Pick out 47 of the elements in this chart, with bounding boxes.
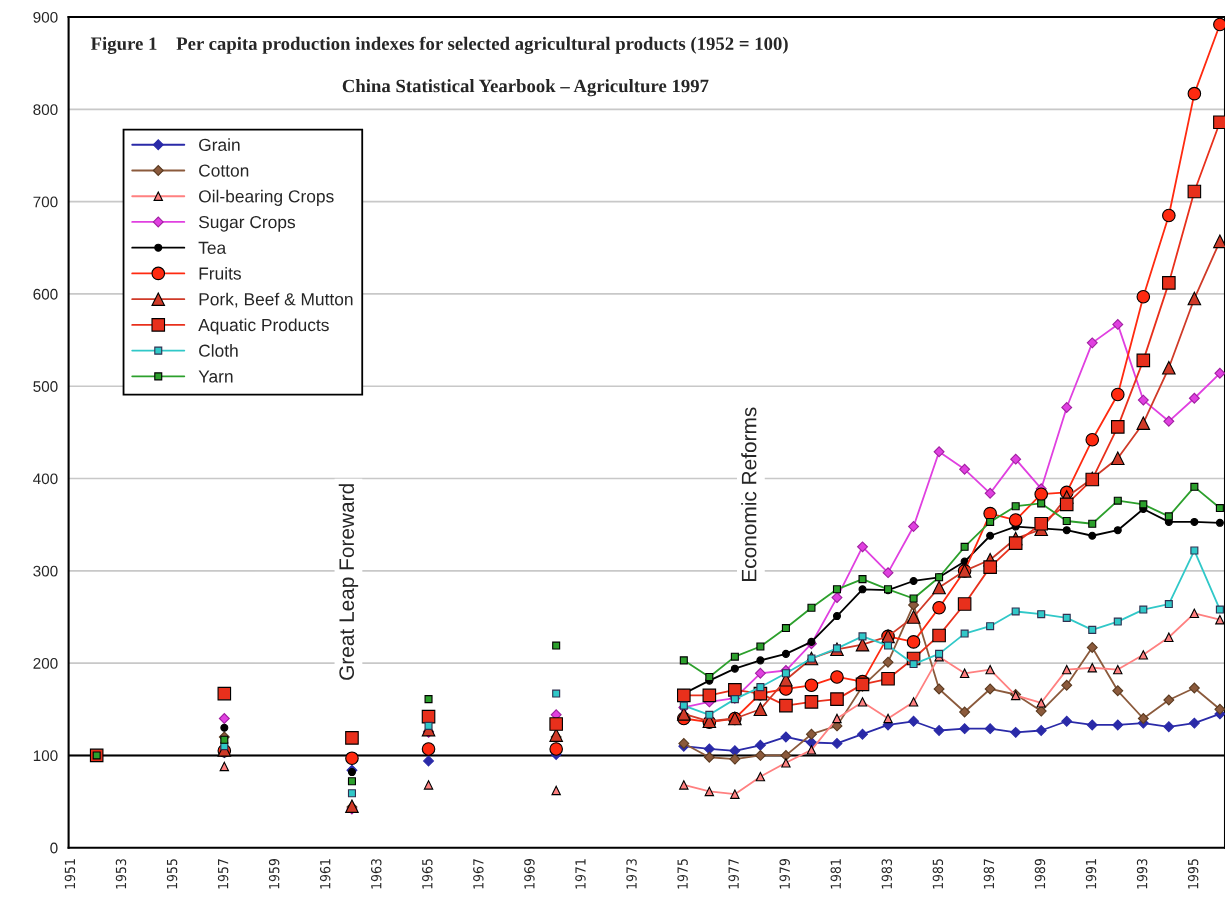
x-tick-label: 1995: [1187, 859, 1199, 889]
x-tick-label: 1991: [1085, 859, 1097, 889]
y-tick-label: 600: [33, 288, 58, 300]
y-tick-label: 800: [33, 104, 58, 116]
x-tick-label: 1975: [677, 859, 688, 889]
legend-label: Yarn: [198, 370, 233, 383]
x-tick-label: 1953: [115, 859, 127, 889]
x-tick-label: 1973: [626, 859, 637, 889]
legend-label: Cloth: [199, 344, 238, 357]
y-tick-label: 700: [33, 196, 58, 208]
x-tick-label: 1979: [779, 859, 790, 889]
x-tick-label: 1985: [932, 859, 944, 889]
y-tick-label: 500: [33, 381, 58, 392]
x-tick-label: 1963: [371, 859, 382, 889]
legend-label: Grain: [199, 138, 240, 152]
x-tick-label: 1971: [575, 859, 586, 889]
x-tick-label: 1989: [1034, 859, 1046, 889]
legend-label: Sugar Crops: [198, 215, 296, 232]
y-tick-label: 0: [50, 842, 58, 854]
x-tick-label: 1981: [830, 859, 842, 889]
x-tick-label: 1977: [728, 859, 739, 889]
legend-label: Oil-bearing Crops: [199, 189, 334, 206]
y-tick-label: 100: [33, 750, 58, 762]
y-tick-label: 300: [33, 565, 58, 577]
annotation: Economic Reforms: [741, 407, 757, 581]
legend-label: Tea: [198, 241, 227, 254]
legend-label: Cotton: [199, 164, 249, 177]
legend-label: Pork, Beef & Mutton: [199, 292, 353, 308]
x-tick-label: 1959: [268, 859, 280, 889]
text: China Statistical Yearbook – Agriculture 1997: [342, 79, 709, 97]
x-tick-label: 1955: [166, 859, 178, 889]
x-tick-label: 1961: [319, 859, 331, 889]
y-tick-label: 400: [33, 473, 58, 485]
text: Figure 1 Per capita production indexes for selected agricultural products (1952 = 100): [90, 36, 788, 54]
annotation: Great Leap Foreward: [338, 484, 359, 680]
legend-label: Aquatic Products: [198, 318, 329, 335]
x-tick-label: 1969: [524, 859, 535, 889]
y-tick-label: 200: [33, 657, 58, 669]
x-tick-label: 1987: [983, 859, 995, 889]
y-tick-label: 900: [33, 11, 58, 23]
x-tick-label: 1957: [217, 859, 229, 889]
legend-label: Fruits: [199, 266, 241, 280]
x-tick-label: 1983: [881, 859, 893, 889]
x-tick-label: 1993: [1136, 859, 1148, 889]
x-tick-label: 1967: [473, 859, 484, 889]
x-tick-label: 1965: [422, 859, 433, 889]
x-tick-label: 1951: [64, 859, 76, 889]
